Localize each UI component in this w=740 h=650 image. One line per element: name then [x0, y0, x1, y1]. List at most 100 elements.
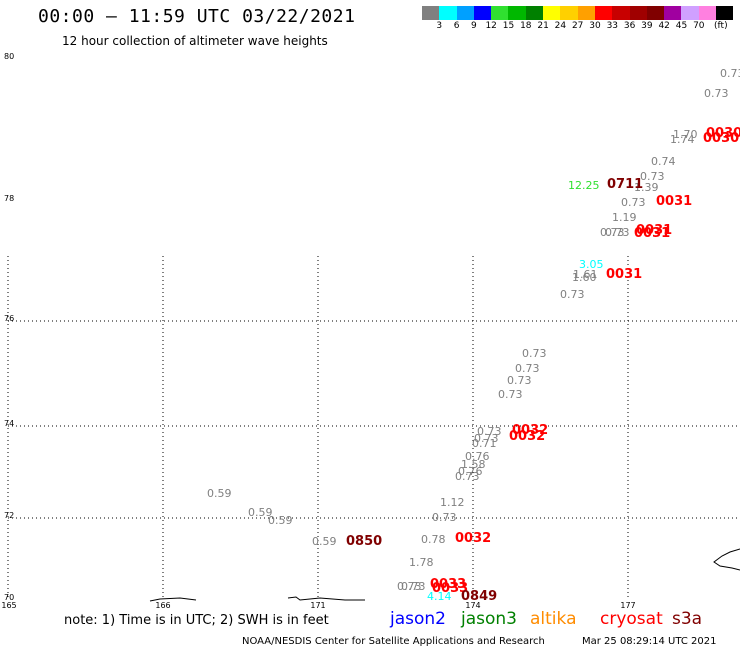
wave-height-value: 0.59	[268, 514, 293, 527]
wave-height-value: 0.73	[522, 347, 547, 360]
wave-height-value: 1.39	[634, 181, 659, 194]
footer-note: note: 1) Time is in UTC; 2) SWH is in fe…	[64, 613, 329, 628]
wave-height-value: 0.59	[207, 487, 232, 500]
legend-swatch	[508, 6, 526, 20]
wave-height-value: 0.73	[397, 580, 422, 593]
wave-height-value: 0.73	[455, 470, 480, 483]
wave-height-value: 1.58	[461, 458, 486, 471]
wave-height-value: 1.74	[670, 133, 695, 146]
legend-tick-label: 9	[471, 21, 477, 31]
wave-height-value: 0.73	[507, 374, 532, 387]
lon-label-177: 177	[620, 601, 636, 610]
satellite-cryosat: cryosat	[600, 609, 663, 629]
observation-time: 0031	[656, 194, 693, 209]
wave-height-value: 3.05	[579, 258, 604, 271]
legend-tick-label: 42	[658, 21, 670, 31]
graticule	[7, 256, 740, 600]
wave-height-value: 1.12	[440, 496, 465, 509]
observation-time: 0033	[430, 577, 467, 592]
lat-label-78: 78	[4, 194, 15, 203]
satellite-s3a: s3a	[672, 609, 703, 629]
legend-tick-label: 36	[623, 21, 636, 31]
legend-tick-label: 70	[693, 21, 705, 31]
wave-height-value: 0.73	[477, 425, 502, 438]
lon-label-174: 174	[465, 601, 481, 610]
wave-height-value: 0.73	[704, 87, 729, 100]
wave-height-value: 0.78	[421, 533, 446, 546]
wave-height-value: 1.70	[673, 128, 698, 141]
wave-height-value: 0.73	[432, 511, 457, 524]
legend-tick-label: 21	[537, 21, 549, 31]
wave-height-value: 0.73	[640, 170, 665, 183]
lon-label-165: 165	[1, 601, 17, 610]
satellite-jason2: jason2	[390, 609, 446, 629]
generation-timestamp: Mar 25 08:29:14 UTC 2021	[582, 636, 717, 647]
page-subtitle: 12 hour collection of altimeter wave hei…	[62, 34, 328, 48]
wave-height-value: 12.25	[568, 179, 600, 192]
lat-label-74: 74	[4, 419, 15, 428]
wave-height-value: 1.78	[409, 556, 434, 569]
observation-time: 0711	[607, 177, 644, 192]
legend-swatch	[560, 6, 578, 20]
observation-time: 0030	[703, 131, 740, 146]
legend-tick-label: 24	[554, 21, 567, 31]
wave-height-value: 0.73	[600, 226, 625, 239]
legend-tick-label: 30	[589, 21, 601, 31]
legend-tick-label: 6	[453, 21, 460, 31]
wave-height-value: 0.76	[465, 450, 490, 463]
legend-tick-label: 18	[520, 21, 532, 31]
satellite-altika: altika	[530, 609, 577, 629]
legend-tick-label: 33	[606, 21, 619, 31]
legend-swatch	[698, 6, 717, 20]
legend-swatch	[473, 6, 492, 20]
wave-height-value: 0.73	[474, 432, 499, 445]
coastline-east	[713, 548, 740, 571]
page-title: 00:00 – 11:59 UTC 03/22/2021	[38, 6, 356, 27]
wave-height-value: 0.73	[720, 67, 740, 80]
legend-swatch	[543, 6, 561, 20]
lat-label-80: 80	[4, 52, 15, 61]
coastlines	[149, 548, 740, 602]
legend-swatch	[612, 6, 630, 20]
legend-swatch	[422, 6, 440, 20]
observation-time: 0850	[346, 534, 383, 549]
legend-swatch	[439, 6, 457, 20]
legend-unit: (ft)	[714, 21, 728, 31]
lat-label-76: 76	[4, 314, 15, 323]
wave-height-value: 0.73	[498, 388, 523, 401]
coastline-central	[287, 596, 365, 601]
legend-swatch	[456, 6, 474, 20]
lat-label-70: 70	[4, 593, 15, 602]
color-scale-legend	[422, 6, 734, 20]
wave-height-value: 0.59	[312, 535, 337, 548]
wave-height-value: 0.73	[560, 288, 585, 301]
lon-label-166: 166	[155, 601, 171, 610]
legend-tick-label: 15	[502, 21, 515, 31]
wave-height-value: 0.74	[651, 155, 676, 168]
lon-label-171: 171	[310, 601, 326, 610]
lat-label-72: 72	[4, 511, 15, 520]
wave-height-value: 1.61	[573, 268, 598, 281]
color-scale-labels: 3 6 9 12 15 18 21 24 27 30 33 36 39 42 45 70 (ft)	[422, 21, 740, 33]
observation-time: 0033	[432, 581, 469, 596]
wave-height-value: 0.76	[458, 465, 483, 478]
wave-height-value: 0.73	[515, 362, 540, 375]
observation-time: 0031	[634, 226, 671, 241]
legend-swatch	[525, 6, 544, 20]
wave-height-value: 4.14	[427, 590, 452, 603]
legend-tick-label: 45	[675, 21, 688, 31]
legend-tick-label: 39	[641, 21, 653, 31]
legend-tick-label: 27	[571, 21, 584, 31]
observation-time: 0031	[636, 223, 673, 238]
legend-swatch	[594, 6, 613, 20]
observation-time: 0030	[706, 126, 740, 141]
wave-height-value: 1.19	[612, 211, 637, 224]
satellite-jason3: jason3	[461, 609, 517, 629]
wave-height-value: 0.73	[401, 580, 426, 593]
legend-swatch	[629, 6, 647, 20]
observation-time: 0849	[461, 589, 498, 604]
wave-height-value: 1.60	[572, 271, 597, 284]
legend-swatch	[716, 6, 734, 20]
